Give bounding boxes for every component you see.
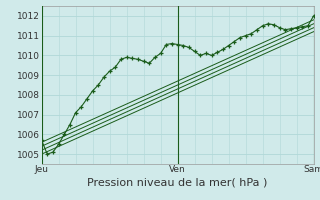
X-axis label: Pression niveau de la mer( hPa ): Pression niveau de la mer( hPa ) (87, 177, 268, 187)
